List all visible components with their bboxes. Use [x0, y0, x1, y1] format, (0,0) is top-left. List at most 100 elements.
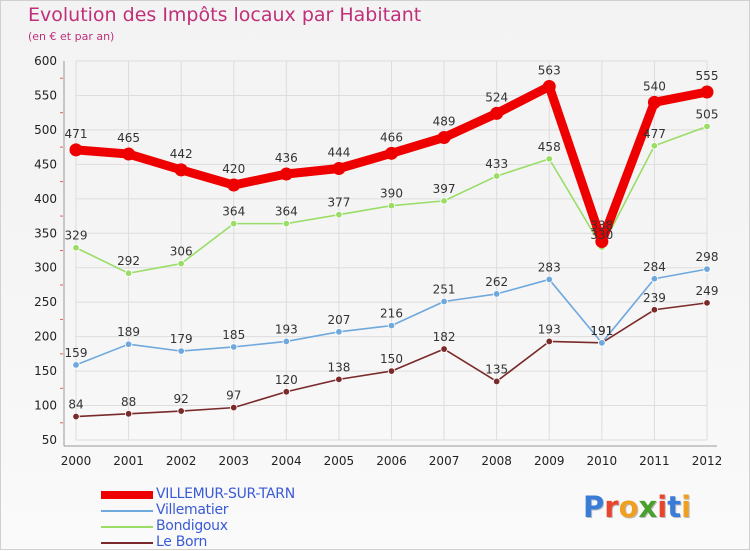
legend-label: Bondigoux — [156, 518, 228, 534]
data-label: 138 — [327, 360, 350, 374]
data-labels: 471 465 442 420 436 444 466 489 524 563 338 540 555 1… — [65, 63, 719, 411]
series-group — [69, 79, 714, 421]
data-point — [72, 244, 80, 252]
logo-letter: i — [657, 490, 668, 524]
y-tick-label: 550 — [34, 88, 57, 102]
series-villemur-sur-tarn — [69, 79, 714, 249]
data-point — [545, 155, 553, 163]
data-point — [595, 235, 609, 249]
x-tick-label: 2005 — [324, 454, 355, 468]
x-tick-label: 2000 — [61, 454, 92, 468]
data-point — [598, 339, 606, 347]
data-label: 182 — [433, 330, 456, 344]
axes: 50 100 150 200 250 300 350 400 450 500 550 600 2000 2… — [34, 54, 722, 468]
data-label: 524 — [485, 90, 508, 104]
data-label: 442 — [170, 147, 193, 161]
data-point — [440, 197, 448, 205]
data-point — [440, 345, 448, 353]
data-point — [282, 388, 291, 396]
x-tick-label: 2009 — [534, 454, 565, 468]
logo-letter: P — [583, 490, 605, 524]
data-label: 563 — [538, 63, 561, 77]
data-label: 505 — [696, 107, 719, 121]
data-label: 489 — [433, 114, 456, 128]
y-tick-label: 200 — [34, 330, 57, 344]
x-tick-label: 2007 — [429, 454, 460, 468]
legend-swatch — [101, 526, 153, 528]
data-point — [545, 275, 553, 284]
data-point — [279, 167, 293, 181]
data-label: 465 — [117, 131, 140, 145]
data-label: 159 — [65, 346, 88, 360]
data-label: 329 — [65, 229, 88, 243]
legend-swatch — [101, 510, 153, 512]
data-label: 477 — [643, 127, 666, 141]
logo-letter: t — [667, 490, 682, 524]
data-point — [230, 343, 238, 351]
logo-letter: r — [604, 490, 619, 524]
legend-label: Villematier — [156, 502, 229, 518]
data-point — [703, 122, 711, 131]
data-point — [230, 403, 238, 412]
logo-letter: i — [681, 490, 692, 524]
data-label: 433 — [485, 157, 508, 171]
data-label: 193 — [538, 322, 561, 336]
data-label: 471 — [65, 127, 88, 141]
y-tick-label: 450 — [34, 157, 57, 171]
data-point — [227, 178, 241, 192]
x-tick-label: 2008 — [481, 454, 512, 468]
logo-letter: x — [638, 490, 658, 524]
data-label: 364 — [222, 205, 245, 219]
data-point — [385, 146, 398, 160]
data-point — [332, 161, 346, 175]
data-point — [492, 290, 501, 298]
data-point — [177, 347, 185, 355]
data-label: 185 — [222, 328, 245, 342]
chart-subtitle: (en € et par an) — [28, 30, 115, 43]
data-point — [387, 202, 396, 210]
data-point — [174, 163, 188, 177]
data-point — [177, 407, 185, 415]
data-label: 193 — [275, 322, 298, 336]
data-point — [387, 367, 396, 375]
data-label: 420 — [222, 162, 245, 176]
y-tick-label: 400 — [34, 192, 57, 206]
data-label: 92 — [174, 392, 189, 406]
data-label: 150 — [380, 352, 403, 366]
data-point — [703, 265, 711, 273]
y-tick-label: 350 — [34, 226, 57, 240]
data-point — [700, 85, 714, 99]
y-tick-label: 250 — [34, 295, 57, 309]
data-label: 390 — [380, 187, 403, 201]
x-tick-label: 2012 — [692, 454, 723, 468]
x-tick-label: 2006 — [376, 454, 407, 468]
x-tick-label: 2003 — [218, 454, 249, 468]
data-label: 444 — [327, 145, 350, 159]
data-label: 120 — [275, 373, 298, 387]
data-label: 458 — [538, 140, 561, 154]
x-tick-label: 2011 — [639, 454, 670, 468]
data-label: 330 — [590, 228, 613, 242]
data-point — [650, 275, 659, 283]
y-tick-label: 50 — [42, 433, 57, 447]
data-point — [440, 297, 448, 306]
x-tick-label: 2001 — [113, 454, 144, 468]
data-label: 84 — [68, 398, 83, 412]
data-point — [650, 142, 659, 150]
data-point — [703, 299, 711, 307]
data-point — [72, 412, 80, 421]
data-point — [72, 361, 80, 369]
data-point — [545, 337, 553, 346]
x-tick-label: 2002 — [166, 454, 197, 468]
data-label: 216 — [380, 307, 403, 321]
data-label: 306 — [170, 245, 193, 259]
data-label: 397 — [433, 182, 456, 196]
data-label: 364 — [275, 205, 298, 219]
data-point — [647, 95, 661, 109]
data-label: 135 — [485, 362, 508, 376]
data-label: 239 — [643, 291, 666, 305]
data-label: 189 — [117, 325, 140, 339]
data-point — [335, 210, 343, 219]
data-label: 283 — [538, 260, 561, 274]
